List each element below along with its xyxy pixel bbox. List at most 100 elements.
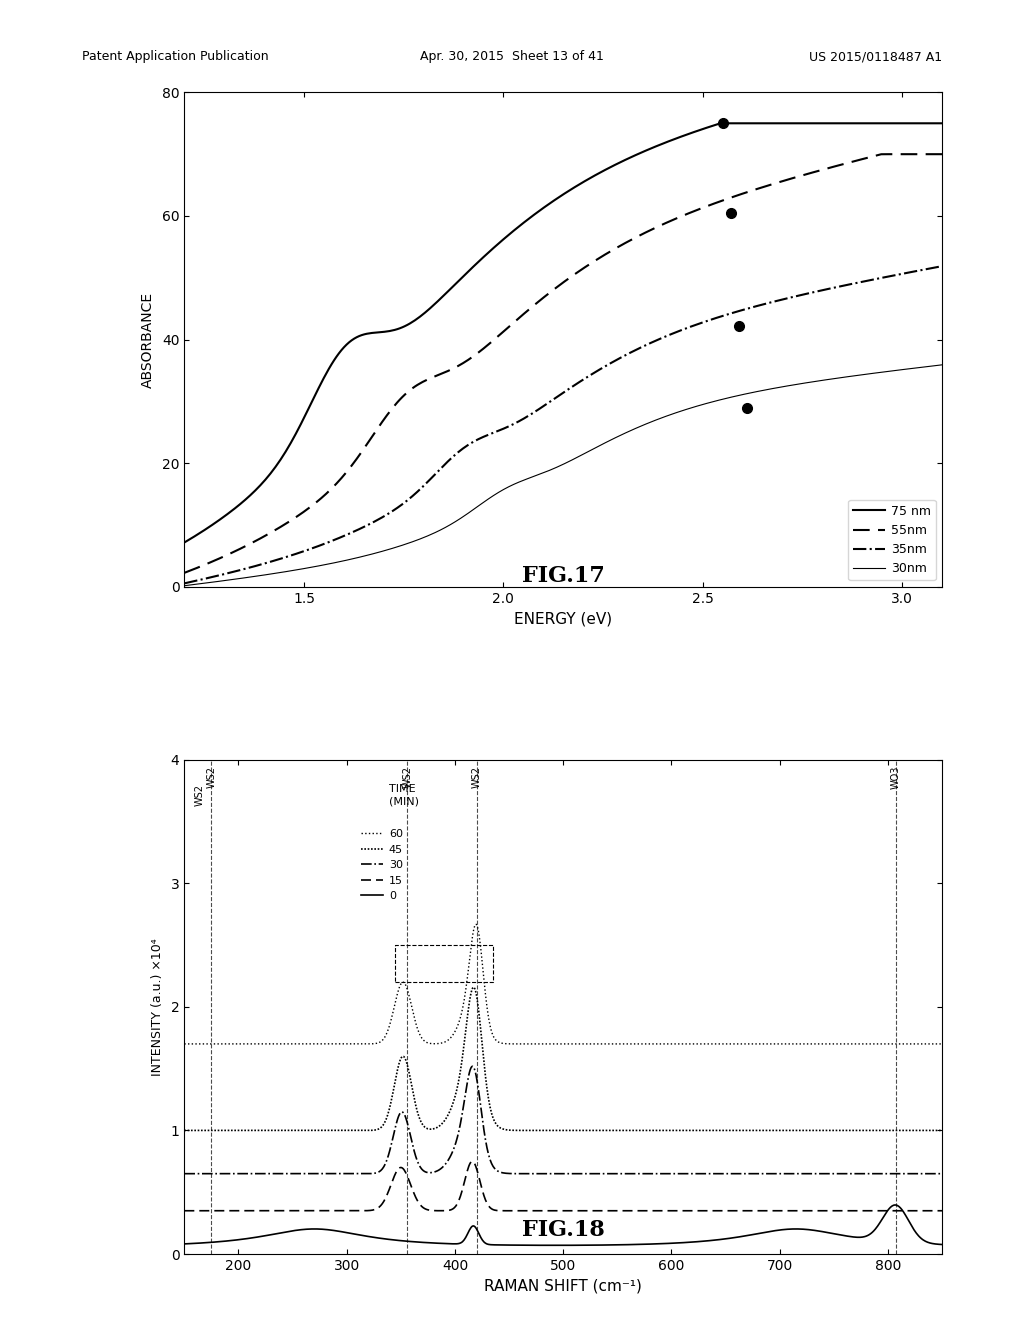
Line: 15: 15 [184,1162,942,1210]
60 [783,1036,796,1052]
Y-axis label: INTENSITY (a.u.) ×10⁴: INTENSITY (a.u.) ×10⁴ [151,939,164,1076]
75 nm [178,535,190,550]
30nm [180,577,193,593]
Line: 30: 30 [184,1067,942,1173]
Y-axis label: ABSORBANCE: ABSORBANCE [141,292,155,388]
Text: Apr. 30, 2015  Sheet 13 of 41: Apr. 30, 2015 Sheet 13 of 41 [420,50,604,63]
45 [513,1122,525,1138]
15 [178,1203,190,1218]
30 [513,1166,525,1181]
60 [936,1036,948,1052]
30 [178,1166,190,1181]
75 nm [716,115,728,131]
0 [178,1236,190,1251]
Line: 0: 0 [184,1205,942,1245]
55nm [878,147,890,162]
30 [256,1166,268,1181]
0 [783,1221,796,1237]
Line: 45: 45 [184,987,942,1130]
75 nm [630,148,642,164]
30 [936,1166,948,1181]
45 [770,1122,782,1138]
15 [770,1203,782,1218]
Text: WS2: WS2 [402,766,413,788]
60 [699,1036,712,1052]
15 [466,1154,478,1170]
60 [485,1023,498,1039]
55nm [627,231,639,247]
15 [936,1203,948,1218]
45 [936,1122,948,1138]
35nm [180,576,193,591]
0 [770,1222,782,1238]
Line: 55nm: 55nm [184,154,942,573]
35nm [642,337,654,352]
Text: WS2: WS2 [472,766,481,788]
Text: WO3: WO3 [891,766,900,789]
Text: FIG.18: FIG.18 [522,1218,604,1241]
15 [256,1203,268,1218]
45 [699,1122,712,1138]
35nm [627,343,639,359]
30nm [936,356,948,372]
Text: WS2: WS2 [195,784,205,807]
0 [936,1237,948,1253]
55nm [865,149,878,165]
30nm [642,416,654,432]
15 [485,1201,498,1217]
75 nm [936,115,948,131]
0 [512,1237,524,1253]
75 nm [180,533,193,549]
0 [256,1229,268,1245]
45 [178,1122,190,1138]
15 [699,1203,712,1218]
60 [513,1036,525,1052]
55nm [180,564,193,579]
Line: 30nm: 30nm [184,364,942,586]
55nm [817,161,829,177]
Text: TIME
(MIN): TIME (MIN) [389,784,419,807]
15 [783,1203,796,1218]
60 [469,916,481,932]
45 [467,979,479,995]
30 [699,1166,712,1181]
30nm [627,421,639,437]
55nm [178,565,190,581]
30nm [630,421,642,437]
30 [783,1166,796,1181]
Legend: 75 nm, 55nm, 35nm, 30nm: 75 nm, 55nm, 35nm, 30nm [848,500,936,581]
Bar [395,945,493,982]
45 [485,1105,498,1121]
X-axis label: RAMAN SHIFT (cm⁻¹): RAMAN SHIFT (cm⁻¹) [484,1278,642,1294]
30 [770,1166,782,1181]
30nm [817,372,829,388]
60 [770,1036,782,1052]
0 [484,1237,497,1253]
35nm [936,259,948,275]
Text: FIG.17: FIG.17 [522,565,604,587]
55nm [642,223,654,239]
75 nm [819,115,831,131]
30nm [865,366,878,381]
Text: US 2015/0118487 A1: US 2015/0118487 A1 [809,50,942,63]
0 [549,1237,561,1253]
55nm [630,230,642,246]
35nm [817,282,829,298]
60 [256,1036,268,1052]
Text: Patent Application Publication: Patent Application Publication [82,50,268,63]
15 [513,1203,525,1218]
0 [699,1233,712,1249]
35nm [630,342,642,358]
60 [178,1036,190,1052]
Line: 60: 60 [184,924,942,1044]
30nm [178,578,190,594]
55nm [936,147,948,162]
30 [466,1059,478,1074]
45 [783,1122,796,1138]
Line: 35nm: 35nm [184,267,942,583]
X-axis label: ENERGY (eV): ENERGY (eV) [514,611,612,626]
75 nm [867,115,880,131]
35nm [178,576,190,591]
Text: WS2: WS2 [207,766,216,788]
75 nm [642,141,654,157]
